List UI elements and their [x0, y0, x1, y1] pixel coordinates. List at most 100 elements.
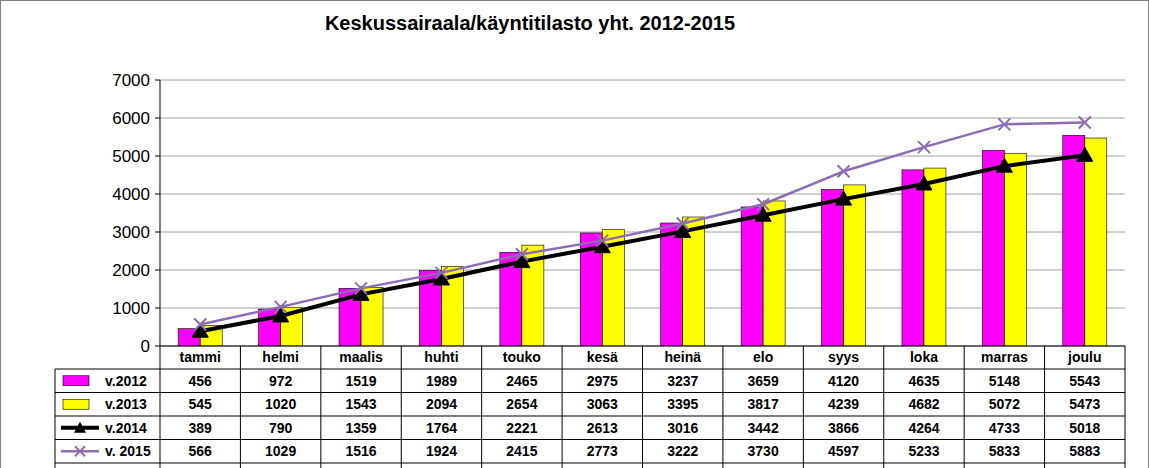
- table-value: 3237: [667, 373, 698, 389]
- grid-line: [160, 80, 1125, 81]
- table-line: [55, 392, 1125, 393]
- table-value: 2654: [506, 396, 537, 412]
- table-line: [401, 346, 402, 468]
- table-value: 5473: [1069, 396, 1100, 412]
- marker: [836, 191, 852, 205]
- chart-title: Keskussairaala/käyntitilasto yht. 2012-2…: [325, 12, 735, 34]
- table-value: 4682: [908, 396, 939, 412]
- bar: [1063, 135, 1085, 346]
- table-line: [562, 346, 563, 468]
- marker: [998, 118, 1010, 130]
- marker: [677, 218, 689, 230]
- table-value: 3063: [587, 396, 618, 412]
- y-tick: [155, 156, 160, 157]
- table-value: 4239: [828, 396, 859, 412]
- y-tick: [155, 232, 160, 233]
- table-value: 5883: [1069, 443, 1100, 459]
- bar: [1004, 153, 1026, 346]
- table-value: 2094: [426, 396, 457, 412]
- marker: [918, 141, 930, 153]
- y-tick-label: 4000: [112, 185, 150, 204]
- table-line: [722, 346, 723, 468]
- table-value: 1519: [345, 373, 376, 389]
- bar: [661, 223, 683, 346]
- table-line: [964, 346, 965, 468]
- table-value: 4120: [828, 373, 859, 389]
- y-tick: [155, 118, 160, 119]
- y-tick: [155, 194, 160, 195]
- legend-label: v.2013: [105, 396, 147, 412]
- table-value: 4597: [828, 443, 859, 459]
- table-value: 3866: [828, 420, 859, 436]
- table-value: 1764: [426, 420, 457, 436]
- y-tick-label: 0: [141, 337, 150, 356]
- marker: [596, 235, 608, 247]
- table-value: 389: [189, 420, 213, 436]
- table-value: 3730: [748, 443, 779, 459]
- marker: [838, 165, 850, 177]
- table-line: [803, 346, 804, 468]
- chart: Keskussairaala/käyntitilasto yht. 2012-2…: [0, 0, 1149, 468]
- x-tick-label: syys: [828, 349, 859, 365]
- table-value: 5543: [1069, 373, 1100, 389]
- table-value: 5148: [989, 373, 1020, 389]
- table-value: 4733: [989, 420, 1020, 436]
- y-tick: [155, 346, 160, 347]
- table-line: [320, 346, 321, 468]
- plot-area: [178, 116, 1107, 346]
- x-tick-label: loka: [910, 349, 938, 365]
- grid-line: [160, 156, 1125, 157]
- legend-marker-shape: [75, 446, 85, 456]
- table-line: [55, 416, 1125, 417]
- x-tick-label: marras: [981, 349, 1028, 365]
- table-value: 5018: [1069, 420, 1100, 436]
- bar: [741, 207, 763, 346]
- legend-marker: [74, 422, 86, 433]
- marker: [757, 198, 769, 210]
- x-tick-label: maalis: [339, 349, 383, 365]
- table-line: [883, 346, 884, 468]
- table-value: 2613: [587, 420, 618, 436]
- marker: [916, 176, 932, 190]
- table-value: 2975: [587, 373, 618, 389]
- data-table: tammihelmimaalishuhtitoukokesäheinäelosy…: [55, 346, 1125, 468]
- table-value: 3222: [667, 443, 698, 459]
- y-tick: [155, 270, 160, 271]
- bar: [924, 168, 946, 346]
- y-tick: [155, 308, 160, 309]
- marker: [1077, 147, 1093, 161]
- table-line: [1044, 346, 1045, 468]
- x-tick-label: touko: [503, 349, 541, 365]
- y-tick-label: 6000: [112, 109, 150, 128]
- table-value: 1029: [265, 443, 296, 459]
- marker: [1079, 116, 1091, 128]
- marker: [275, 301, 287, 313]
- legend-label: v.2014: [105, 420, 147, 436]
- x-tick-label: joulu: [1067, 349, 1101, 365]
- x-tick-label: helmi: [262, 349, 299, 365]
- table-value: 5833: [989, 443, 1020, 459]
- bar: [1085, 138, 1107, 346]
- legend-label: v. 2015: [105, 443, 151, 459]
- table-line: [1125, 346, 1126, 468]
- y-tick: [155, 80, 160, 81]
- marker: [194, 318, 206, 330]
- table-value: 1989: [426, 373, 457, 389]
- table-line: [481, 346, 482, 468]
- table-line: [55, 369, 56, 468]
- marker: [355, 282, 367, 294]
- table-value: 1020: [265, 396, 296, 412]
- y-tick-label: 7000: [112, 71, 150, 90]
- table-value: 3442: [748, 420, 779, 436]
- table-value: 1924: [426, 443, 457, 459]
- y-tick-label: 5000: [112, 147, 150, 166]
- line: [200, 122, 1085, 324]
- x-tick-label: elo: [753, 349, 773, 365]
- legend-key: [63, 399, 89, 409]
- marker: [435, 267, 447, 279]
- table-line: [55, 439, 1125, 440]
- y-tick-label: 3000: [112, 223, 150, 242]
- grid-line: [160, 118, 1125, 119]
- marker: [996, 158, 1012, 172]
- legend-marker-shape: [74, 422, 86, 433]
